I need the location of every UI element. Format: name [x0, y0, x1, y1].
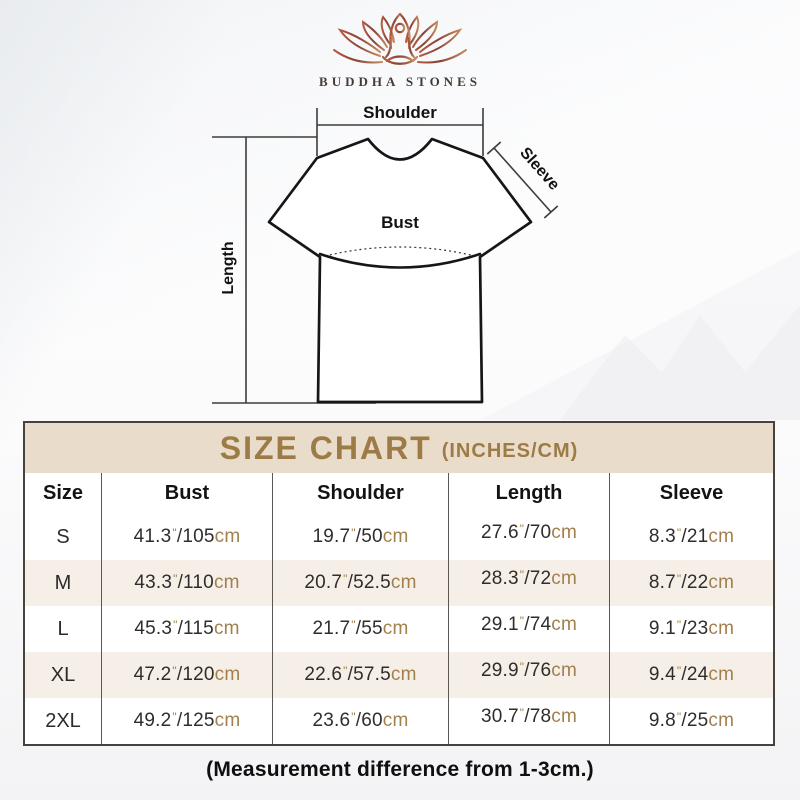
size-chart-title-band: SIZE CHART (INCHES/CM) — [25, 423, 773, 473]
size-chart-title: SIZE CHART — [219, 429, 432, 466]
cell-s-length: 27.6"/70cm — [449, 514, 610, 560]
cell-m-sleeve: 8.7"/22cm — [610, 560, 773, 606]
bust-dotted-line — [324, 246, 476, 257]
cell-l-sleeve: 9.1"/23cm — [610, 606, 773, 652]
column-header-size: Size — [25, 473, 102, 514]
background-mountain-shape — [480, 250, 800, 420]
length-label: Length — [220, 241, 237, 294]
cell-size-xl: XL — [25, 652, 102, 698]
sleeve-label: Sleeve — [516, 144, 562, 193]
column-header-sleeve: Sleeve — [610, 473, 773, 514]
cell-l-bust: 45.3"/115cm — [102, 606, 273, 652]
cell-m-length: 28.3"/72cm — [449, 560, 610, 606]
tshirt-outline — [267, 137, 533, 404]
cell-l-shoulder: 21.7"/55cm — [273, 606, 449, 652]
cell-s-shoulder: 19.7"/50cm — [273, 514, 449, 560]
sleeve-measure-line — [493, 147, 552, 213]
size-chart-table: SIZE CHART (INCHES/CM) Size Bust Shoulder L… — [23, 421, 775, 746]
cell-2xl-shoulder: 23.6"/60cm — [273, 698, 449, 744]
cell-2xl-length: 30.7"/78cm — [449, 698, 610, 744]
bust-label: Bust — [381, 213, 419, 232]
size-chart-subtitle: (INCHES/CM) — [441, 439, 579, 462]
cell-size-s: S — [25, 514, 102, 560]
cell-xl-length: 29.9"/76cm — [449, 652, 610, 698]
cell-2xl-sleeve: 9.8"/25cm — [610, 698, 773, 744]
cell-xl-shoulder: 22.6"/57.5cm — [273, 652, 449, 698]
background-mountain-shape — [560, 305, 800, 420]
lotus-meditation-logo-icon — [333, 12, 467, 65]
bust-curve-line — [318, 252, 482, 269]
cell-xl-bust: 47.2"/120cm — [102, 652, 273, 698]
cell-xl-sleeve: 9.4"/24cm — [610, 652, 773, 698]
cell-m-shoulder: 20.7"/52.5cm — [273, 560, 449, 606]
cell-s-sleeve: 8.3"/21cm — [610, 514, 773, 560]
brand-header: BUDDHA STONES — [0, 6, 800, 90]
brand-name: BUDDHA STONES — [319, 74, 481, 89]
column-header-bust: Bust — [102, 473, 273, 514]
cell-size-m: M — [25, 560, 102, 606]
cell-size-l: L — [25, 606, 102, 652]
cell-size-2xl: 2XL — [25, 698, 102, 744]
column-header-shoulder: Shoulder — [273, 473, 449, 514]
cell-2xl-bust: 49.2"/125cm — [102, 698, 273, 744]
shoulder-label: Shoulder — [363, 103, 437, 122]
column-header-length: Length — [449, 473, 610, 514]
cell-l-length: 29.1"/74cm — [449, 606, 610, 652]
measurement-lines — [212, 108, 559, 404]
cell-m-bust: 43.3"/110cm — [102, 560, 273, 606]
size-chart-grid: Size Bust Shoulder Length Sleeve S 41.3"/105cm… — [25, 473, 773, 744]
cell-s-bust: 41.3"/105cm — [102, 514, 273, 560]
measurement-note: (Measurement difference from 1-3cm.) — [206, 758, 594, 781]
